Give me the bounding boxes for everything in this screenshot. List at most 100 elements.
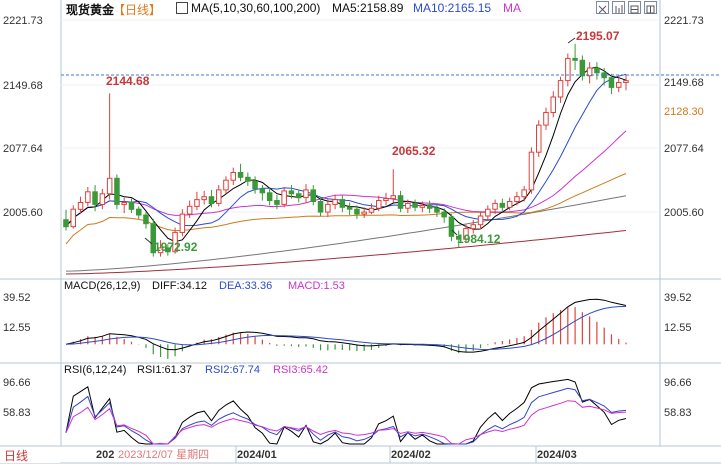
- rsi-tick: 58.83: [3, 407, 31, 419]
- macd-axis: 39.52 12.55 39.52 12.55: [3, 292, 692, 334]
- candle-body: [70, 208, 76, 228]
- candle-body: [172, 231, 178, 253]
- candle-body: [303, 189, 309, 199]
- grid: [61, 19, 660, 213]
- candle-body: [310, 189, 316, 202]
- chart-type-icon[interactable]: [596, 1, 609, 14]
- hover-date-bg: [115, 448, 235, 462]
- period-badge[interactable]: 日线: [4, 449, 28, 463]
- indicator-icon[interactable]: [612, 1, 625, 14]
- candle-body: [245, 176, 251, 182]
- candle-body: [492, 202, 498, 210]
- macd-tick: 12.55: [3, 322, 31, 334]
- instrument-title: 现货黄金: [66, 3, 115, 17]
- ma10-line: [65, 73, 627, 227]
- price-tick: 2005.60: [3, 207, 43, 219]
- macd-tick-right: 39.52: [664, 292, 692, 304]
- annotation-high: 2195.07: [576, 29, 620, 43]
- candle-body: [456, 235, 462, 240]
- candle-body: [434, 207, 440, 213]
- candle-body: [550, 96, 556, 113]
- hover-date: 2023/12/07 星期四: [118, 448, 209, 461]
- price-tick-right: 2005.60: [664, 207, 704, 219]
- rsi-panel[interactable]: [65, 378, 627, 445]
- candle-body: [339, 199, 346, 208]
- period-badge-bg: [0, 447, 60, 463]
- candle-body: [514, 196, 520, 202]
- candle-body: [230, 172, 236, 181]
- candle-body: [281, 190, 287, 205]
- candle-body: [106, 177, 113, 195]
- candle-body: [499, 202, 506, 208]
- candle-body: [376, 200, 382, 209]
- ma30-line: [65, 130, 627, 227]
- candle-body: [179, 213, 186, 234]
- candle-body: [157, 247, 164, 254]
- candle-body: [63, 219, 69, 228]
- candle-body: [186, 205, 193, 215]
- macd-tick: 39.52: [3, 292, 31, 304]
- candle-body: [608, 77, 615, 88]
- candle-body: [237, 172, 244, 178]
- grid-icon[interactable]: [628, 1, 641, 14]
- candle-body: [586, 67, 593, 77]
- candle-body: [77, 202, 84, 210]
- date-axis: 日线 202 2023/12/07 星期四 2024/01 2024/02 20…: [0, 446, 577, 463]
- candle-body: [426, 204, 433, 209]
- chart-header: 现货黄金 【日线】 MA(5,10,30,60,100,200) MA5:215…: [0, 0, 721, 17]
- candle-body: [296, 193, 302, 199]
- annotation-low2-leader: [451, 229, 458, 236]
- ma10-value: MA10:2165.15: [413, 1, 492, 15]
- annotation-high-leader: [567, 37, 576, 44]
- ma-lines: [65, 66, 627, 275]
- candle-body: [557, 80, 564, 98]
- candle-body: [288, 190, 295, 195]
- candle-body: [485, 208, 491, 217]
- period-label[interactable]: 【日线】: [113, 3, 162, 17]
- candle-body: [572, 57, 578, 61]
- candle-body: [506, 201, 513, 208]
- candle-body: [136, 208, 142, 216]
- settings-icon[interactable]: [644, 1, 657, 14]
- rsi2-line: [65, 387, 627, 445]
- candle-body: [368, 207, 375, 213]
- candle-body: [361, 211, 367, 215]
- annotation-mid-high: 2065.32: [392, 144, 436, 158]
- rsi-header: RSI(6,12,24) RSI1:61.37 RSI2:67.74 RSI3:…: [64, 364, 328, 376]
- ma200-line: [65, 230, 627, 275]
- price-axis: 2221.73 2149.68 2077.64 2005.60 2221.73 …: [3, 15, 704, 219]
- price-tick-right: 2077.64: [664, 143, 704, 155]
- candle-body: [121, 202, 127, 205]
- candle-body: [441, 211, 447, 218]
- candle-body: [543, 112, 549, 126]
- macd-panel[interactable]: [65, 298, 627, 359]
- macd-dea: DEA:33.36: [219, 280, 272, 292]
- candle-body: [317, 201, 324, 213]
- candle-body: [92, 191, 98, 205]
- candle-body: [143, 214, 149, 225]
- macd-value: MACD:1.53: [288, 280, 345, 292]
- candle-body: [274, 200, 280, 205]
- price-tick: 2077.64: [3, 143, 43, 155]
- candle-body: [150, 223, 156, 254]
- candle-body: [390, 195, 396, 200]
- annotation-left-high: 2144.68: [106, 74, 150, 88]
- candle-body: [470, 224, 476, 230]
- rsi-value-1: RSI1:61.37: [137, 364, 192, 376]
- rsi-value-3: RSI3:65.42: [273, 364, 328, 376]
- ma-label: MA(5,10,30,60,100,200): [191, 1, 321, 15]
- price-tick-right: 2221.73: [664, 15, 704, 27]
- candle-body: [536, 124, 542, 153]
- date-tick: 2024/02: [391, 449, 431, 461]
- macd-diff-line: [65, 298, 627, 353]
- macd-title: MACD(26,12,9): [64, 280, 140, 292]
- ma-settings-icon[interactable]: [176, 2, 188, 14]
- candle-body: [528, 151, 535, 191]
- candle-body: [252, 180, 258, 190]
- ma-more-value: MA: [503, 1, 521, 15]
- candles[interactable]: [63, 43, 629, 257]
- candle-body: [223, 179, 229, 191]
- price-tick: 2149.68: [3, 80, 43, 92]
